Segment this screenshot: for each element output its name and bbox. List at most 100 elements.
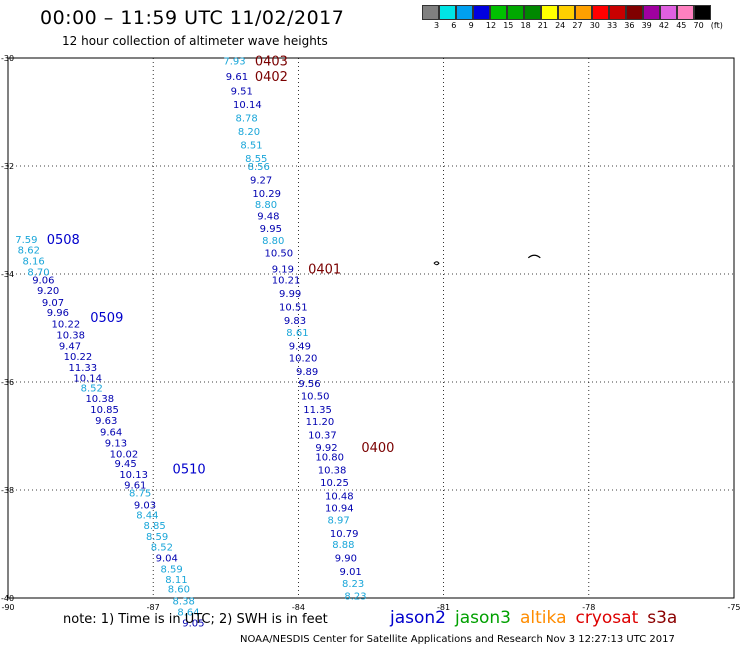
swh-value: 9.20	[37, 286, 59, 297]
satellite-s3a: s3a	[647, 608, 678, 628]
footnote: note: 1) Time is in UTC; 2) SWH is in fe…	[63, 612, 328, 627]
legend-label: 30	[589, 21, 600, 30]
swh-value: 8.64	[177, 608, 199, 619]
island-outline	[433, 261, 440, 266]
swh-value: 9.96	[47, 308, 69, 319]
legend-label: 24	[555, 21, 566, 30]
map-frame	[7, 57, 735, 599]
swh-value: 7.93	[223, 57, 245, 68]
swh-value: 10.14	[73, 374, 102, 385]
legend-swatch	[626, 5, 643, 20]
swh-value: 7.59	[15, 235, 37, 246]
y-tick-label: -38	[1, 486, 14, 495]
swh-value: 10.79	[330, 529, 359, 540]
legend-swatch	[490, 5, 507, 20]
swh-value: 10.29	[252, 189, 281, 200]
legend-swatch	[694, 5, 711, 20]
legend-label: 36	[624, 21, 635, 30]
legend-swatch	[422, 5, 439, 20]
swh-value: 8.70	[27, 267, 49, 278]
legend-swatch	[609, 5, 626, 20]
track-label: 0509	[90, 311, 123, 326]
swh-value: 10.94	[325, 503, 354, 514]
x-tick-label: -78	[582, 603, 595, 612]
legend-label: 9	[468, 21, 474, 30]
swh-value: 8.38	[173, 597, 195, 608]
x-tick-label: -81	[437, 603, 450, 612]
swh-value: 8.80	[255, 200, 277, 211]
swh-value: 8.56	[248, 162, 270, 173]
legend-swatch	[575, 5, 592, 20]
legend-label: 39	[641, 21, 652, 30]
legend-swatch	[439, 5, 456, 20]
swh-value: 9.47	[59, 341, 81, 352]
swh-value: 9.27	[250, 176, 272, 187]
legend-swatch	[677, 5, 694, 20]
swh-value: 8.23	[344, 591, 366, 602]
swh-value: 9.95	[260, 224, 282, 235]
swh-value: 10.38	[318, 465, 347, 476]
swh-value: 8.20	[238, 127, 260, 138]
track-label: 0510	[173, 462, 206, 477]
track-label: 0402	[255, 70, 288, 85]
swh-value: 8.97	[327, 516, 349, 527]
swh-value: 11.33	[69, 363, 98, 374]
satellite-altika: altika	[520, 608, 567, 628]
swh-value: 9.61	[124, 481, 146, 492]
swh-value: 9.05	[182, 618, 204, 629]
swh-value: 9.90	[335, 554, 357, 565]
swh-value: 9.89	[296, 367, 318, 378]
legend-label: 70	[693, 21, 704, 30]
swh-value: 10.22	[52, 320, 81, 331]
swh-value: 10.25	[320, 478, 349, 489]
swh-value: 10.13	[119, 470, 148, 481]
swh-value: 8.78	[235, 113, 257, 124]
legend-swatch	[643, 5, 660, 20]
x-tick-label: -75	[727, 603, 740, 612]
legend-swatch	[524, 5, 541, 20]
legend-swatch	[473, 5, 490, 20]
satellite-cryosat: cryosat	[575, 608, 639, 628]
legend-swatch	[558, 5, 575, 20]
legend-label: 27	[572, 21, 583, 30]
swh-value: 10.22	[64, 352, 93, 363]
track-label: 0403	[255, 55, 288, 70]
legend-label: 18	[520, 21, 531, 30]
swh-value: 9.64	[100, 428, 122, 439]
legend-swatch	[456, 5, 473, 20]
swh-value: 9.48	[257, 212, 279, 223]
swh-value: 8.59	[146, 532, 168, 543]
swh-value: 8.59	[160, 564, 182, 575]
swh-value: 8.16	[23, 257, 45, 268]
track-label: 0401	[308, 263, 341, 278]
swh-value: 8.80	[262, 236, 284, 247]
swh-value: 9.19	[272, 265, 294, 276]
legend-label: 12	[485, 21, 497, 30]
map-subtitle: 12 hour collection of altimeter wave hei…	[62, 34, 328, 48]
legend-label: 3	[434, 21, 440, 30]
swh-value: 9.56	[298, 379, 320, 390]
color-legend	[422, 5, 711, 20]
swh-value: 9.03	[134, 501, 156, 512]
satellite-jason3: jason3	[455, 608, 511, 628]
swh-value: 9.13	[105, 438, 127, 449]
swh-value: 9.99	[279, 289, 301, 300]
swh-value: 8.11	[165, 575, 187, 586]
legend-label: 15	[503, 21, 514, 30]
swh-value: 10.37	[308, 430, 337, 441]
swh-value: 9.61	[226, 72, 248, 83]
swh-value: 8.51	[240, 140, 262, 151]
swh-value: 10.02	[110, 449, 139, 460]
swh-value: 10.50	[301, 392, 330, 403]
y-tick-label: -32	[1, 162, 14, 171]
swh-value: 8.52	[81, 383, 103, 394]
legend-label: 42	[658, 21, 670, 30]
satellite-legend: jason2 jason3 altika cryosat s3a	[390, 608, 686, 628]
swh-value: 9.06	[32, 275, 54, 286]
legend-swatch	[660, 5, 677, 20]
swh-value: 11.35	[303, 405, 332, 416]
legend-label: 21	[537, 21, 548, 30]
swh-value: 8.60	[168, 584, 190, 595]
swh-value: 9.01	[340, 567, 362, 578]
